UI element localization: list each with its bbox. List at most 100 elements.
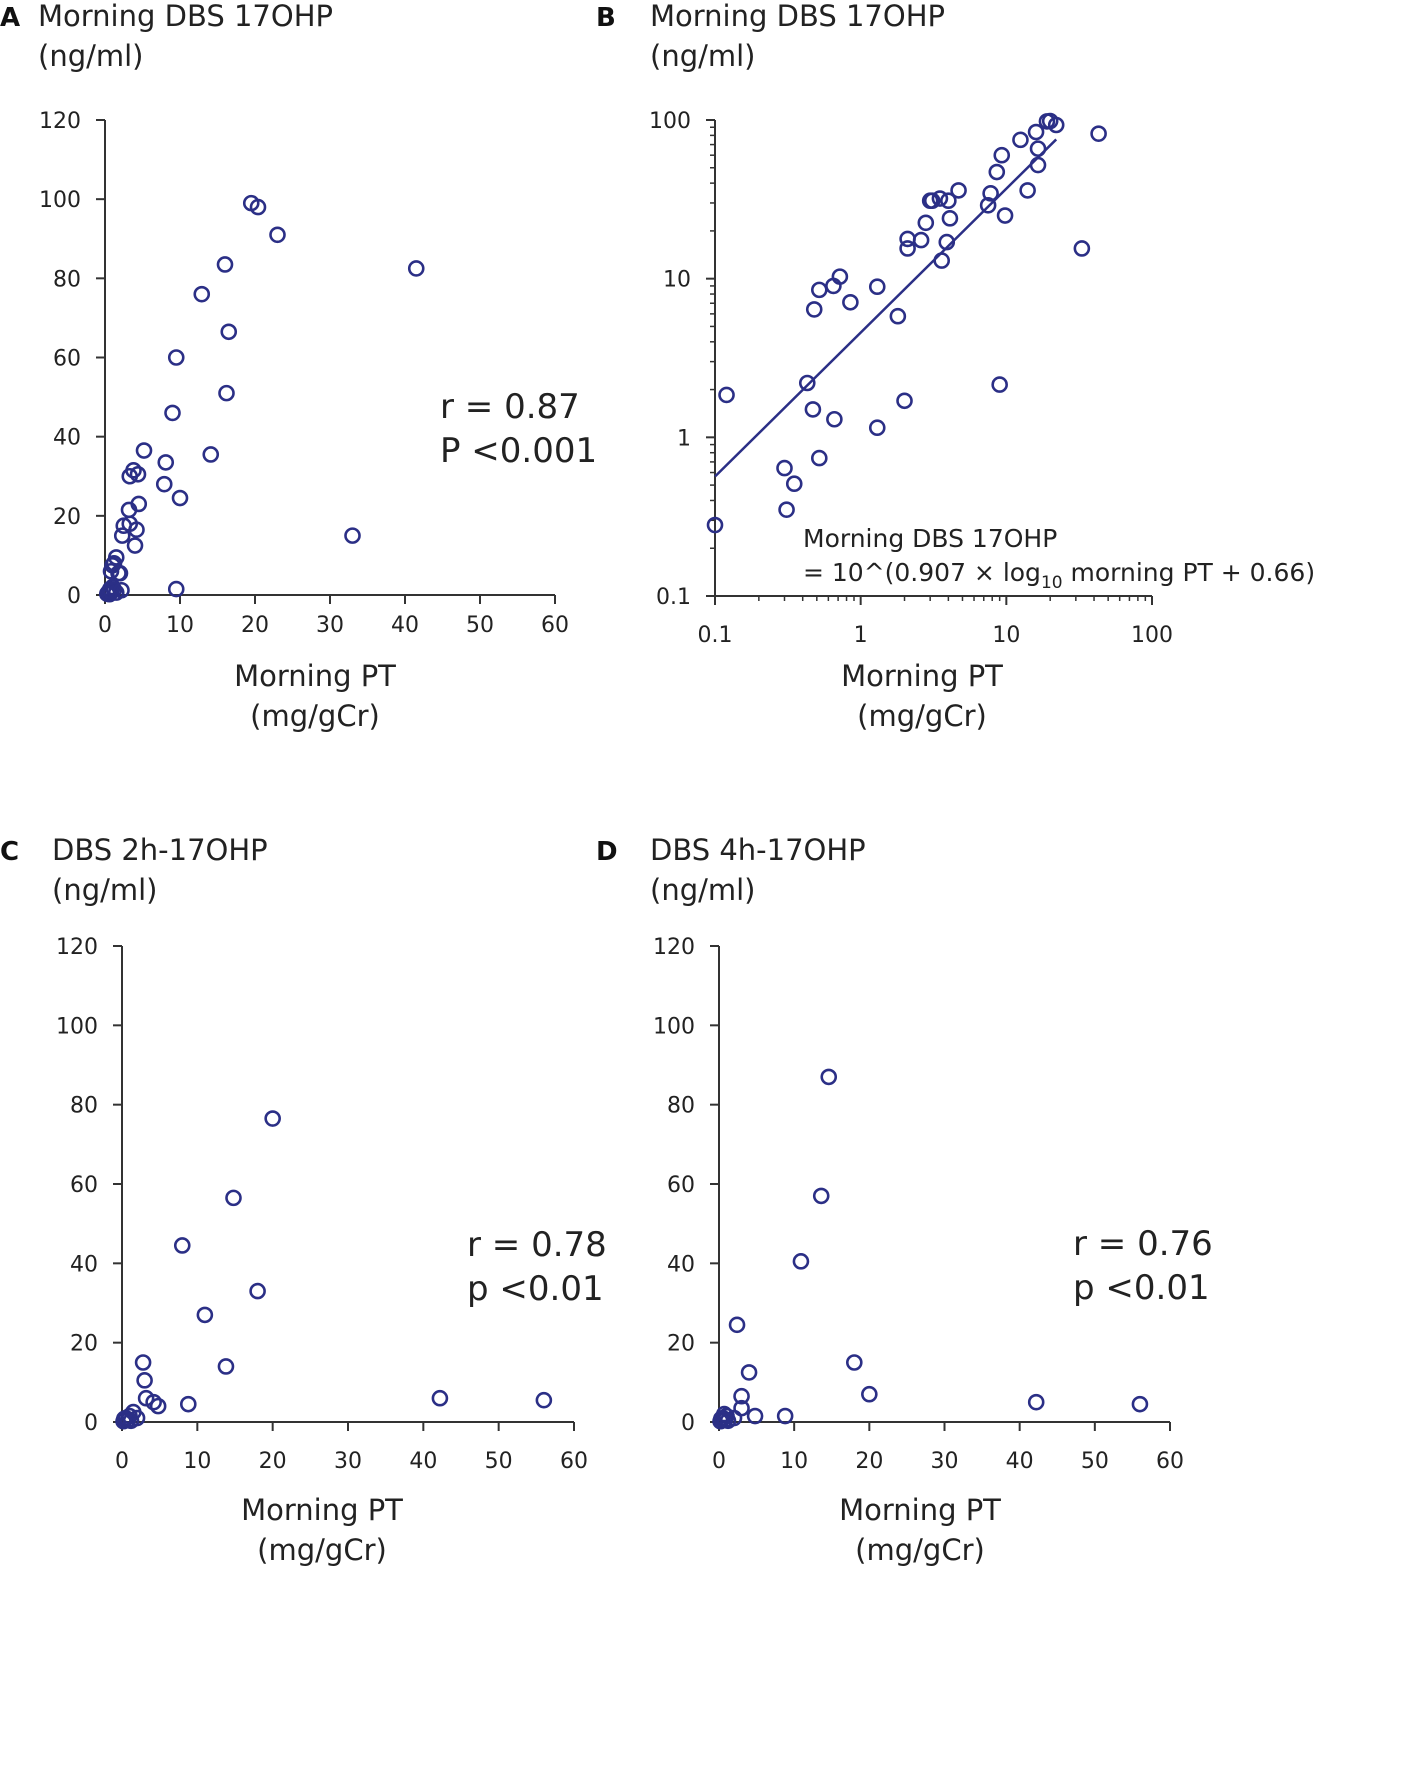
data-point [706, 516, 724, 534]
data-point [740, 1364, 758, 1381]
data-point [912, 231, 930, 249]
y-tick-label: 0 [681, 1411, 695, 1436]
data-point [733, 1387, 750, 1405]
data-point [1019, 182, 1036, 199]
data-point [431, 1389, 449, 1407]
data-point [805, 301, 823, 318]
equation-prefix: = 10^(0.907 × log [803, 558, 1041, 587]
x-tick-label: 50 [485, 1449, 513, 1474]
stat-label: P <0.001 [440, 431, 597, 471]
data-point [1029, 156, 1047, 174]
x-tick-label: 0 [115, 1449, 129, 1474]
x-tick-label: 0.1 [698, 623, 733, 648]
x-tick-label: 60 [541, 613, 569, 638]
equation-subscript: 10 [1041, 573, 1063, 593]
data-point [128, 1409, 146, 1427]
data-point [134, 1354, 152, 1371]
data-point [1047, 116, 1065, 134]
data-point [220, 323, 238, 341]
y-tick-label: 40 [70, 1252, 98, 1277]
x-tick-label: 10 [992, 623, 1020, 648]
data-point [264, 1110, 281, 1127]
y-tick-label: 120 [653, 935, 695, 960]
y-axis-unit: (ng/ml) [650, 873, 756, 907]
x-tick-label: 60 [560, 1449, 588, 1474]
x-tick-label: 20 [259, 1449, 287, 1474]
data-point [861, 1385, 878, 1403]
data-point [111, 564, 129, 582]
y-axis-unit: (ng/ml) [52, 873, 158, 907]
x-tick-label: 50 [1081, 1449, 1109, 1474]
data-point [938, 233, 956, 251]
data-point [812, 1187, 830, 1205]
y-axis-title: DBS 4h-17OHP [650, 833, 866, 867]
y-axis-title: DBS 2h-17OHP [52, 833, 268, 867]
data-point [173, 1237, 191, 1254]
data-point [917, 214, 935, 232]
data-point [810, 281, 828, 299]
data-point [249, 198, 267, 216]
y-tick-label: 20 [667, 1332, 695, 1357]
x-tick-label: 20 [241, 613, 269, 638]
x-axis-unit: (mg/gCr) [257, 1533, 387, 1567]
x-tick-label: 0 [712, 1449, 726, 1474]
data-point [149, 1397, 167, 1415]
y-tick-label: 80 [667, 1094, 695, 1119]
x-tick-label: 10 [166, 613, 194, 638]
data-point [129, 465, 147, 483]
data-point [896, 392, 913, 410]
x-tick-label: 10 [183, 1449, 211, 1474]
x-tick-label: 20 [855, 1449, 883, 1474]
y-tick-label: 80 [70, 1094, 98, 1119]
panel-C: C DBS 2h-17OHP (ng/ml) Morning PT (mg/gCr) 0 2… [0, 833, 607, 1567]
y-tick-label: 1 [677, 426, 691, 451]
panel-letter: D [596, 837, 618, 867]
data-point [982, 185, 999, 202]
data-point [202, 446, 220, 463]
x-tick-label: 50 [466, 613, 494, 638]
y-tick-label: 100 [39, 188, 81, 213]
data-point [1073, 240, 1091, 257]
x-axis-title: Morning PT [839, 1493, 1001, 1527]
equation-line-1: Morning DBS 17OHP [803, 524, 1057, 553]
data-point [249, 1282, 266, 1300]
data-point [842, 293, 859, 311]
data-point [1027, 1393, 1045, 1411]
data-point [113, 581, 130, 599]
y-tick-label: 20 [53, 505, 81, 530]
y-tick-label: 60 [53, 347, 81, 372]
data-point [776, 459, 793, 477]
data-point [193, 285, 211, 303]
data-point [810, 449, 828, 467]
data-point [868, 419, 886, 437]
data-point [940, 192, 957, 210]
data-point [535, 1391, 553, 1409]
stat-label: p <0.01 [467, 1269, 604, 1309]
data-point [826, 410, 843, 428]
x-axis-unit: (mg/gCr) [855, 1533, 985, 1567]
data-point [407, 260, 425, 277]
x-tick-label: 30 [334, 1449, 362, 1474]
stat-label: p <0.01 [1073, 1268, 1210, 1308]
equation-line-2: = 10^(0.907 × log10 morning PT + 0.66) [803, 558, 1315, 593]
data-point [746, 1407, 764, 1425]
panel-letter: A [0, 3, 20, 33]
data-point [899, 240, 916, 257]
data-point [798, 374, 816, 392]
data-point [217, 1358, 235, 1375]
x-axis-title: Morning PT [234, 659, 396, 693]
y-tick-label: 20 [70, 1332, 98, 1357]
data-point [776, 1407, 794, 1425]
data-point [778, 501, 795, 518]
x-tick-label: 10 [780, 1449, 808, 1474]
y-tick-label: 40 [53, 426, 81, 451]
data-point [113, 527, 131, 544]
y-tick-label: 120 [56, 935, 98, 960]
data-point [804, 401, 822, 418]
scatter-series [706, 112, 1107, 534]
y-tick-label: 40 [667, 1252, 695, 1277]
data-point [728, 1316, 746, 1334]
data-point [225, 1189, 242, 1207]
data-point [105, 581, 123, 599]
